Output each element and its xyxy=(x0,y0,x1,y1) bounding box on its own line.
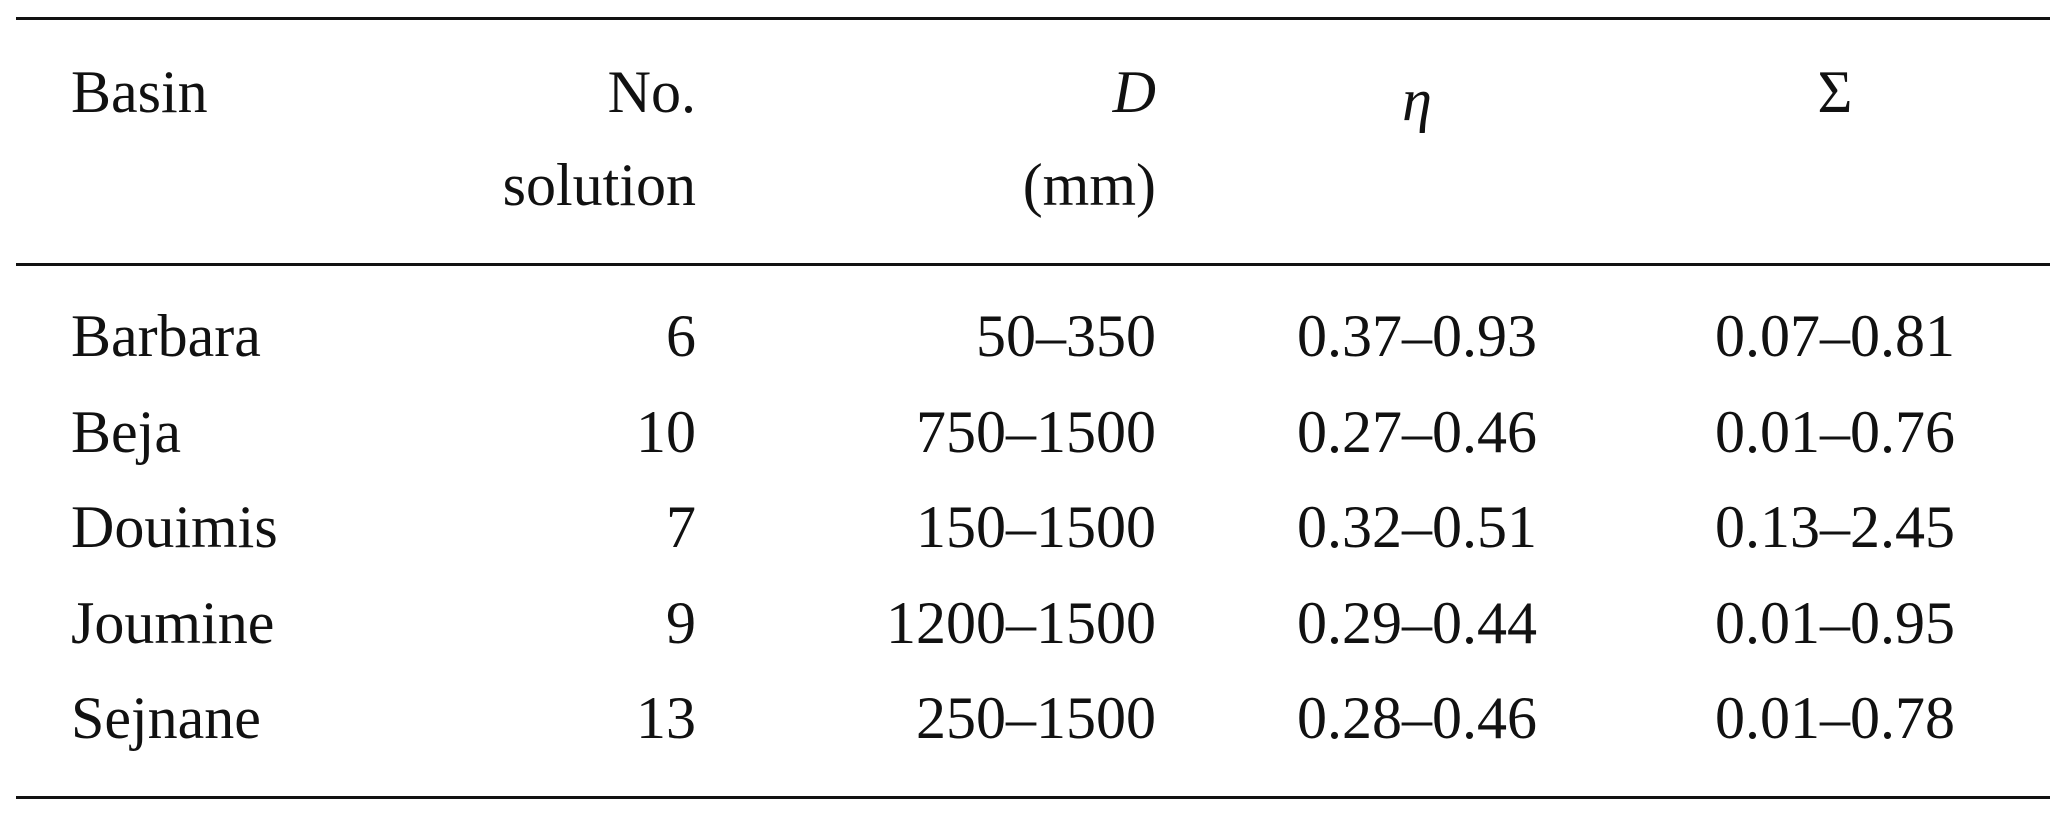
cell-d: 250–1500 xyxy=(916,685,1156,751)
cell-basin: Barbara xyxy=(71,303,261,369)
header-sigma: Σ xyxy=(1817,59,1853,125)
header-basin: Basin xyxy=(71,59,208,125)
cell-sigma: 0.01–0.76 xyxy=(1715,399,1955,465)
cell-d: 750–1500 xyxy=(916,399,1156,465)
header-rule xyxy=(16,263,2050,266)
cell-d: 50–350 xyxy=(976,303,1156,369)
header-no-line2: solution xyxy=(502,152,696,218)
cell-basin: Joumine xyxy=(71,590,275,656)
cell-no: 10 xyxy=(636,399,696,465)
cell-eta: 0.29–0.44 xyxy=(1297,590,1537,656)
cell-sigma: 0.01–0.78 xyxy=(1715,685,1955,751)
cell-no: 7 xyxy=(666,494,696,560)
cell-basin: Sejnane xyxy=(71,685,261,751)
header-eta: η xyxy=(1402,67,1432,133)
cell-sigma: 0.01–0.95 xyxy=(1715,590,1955,656)
cell-no: 6 xyxy=(666,303,696,369)
cell-eta: 0.37–0.93 xyxy=(1297,303,1537,369)
cell-sigma: 0.13–2.45 xyxy=(1715,494,1955,560)
cell-d: 1200–1500 xyxy=(886,590,1156,656)
header-no-line1: No. xyxy=(607,59,696,125)
cell-eta: 0.27–0.46 xyxy=(1297,399,1537,465)
cell-no: 13 xyxy=(636,685,696,751)
top-rule xyxy=(16,17,2050,20)
bottom-rule xyxy=(16,796,2050,799)
cell-no: 9 xyxy=(666,590,696,656)
cell-eta: 0.32–0.51 xyxy=(1297,494,1537,560)
cell-basin: Douimis xyxy=(71,494,278,560)
cell-basin: Beja xyxy=(71,399,181,465)
cell-d: 150–1500 xyxy=(916,494,1156,560)
header-d-line2: (mm) xyxy=(1022,152,1156,218)
cell-eta: 0.28–0.46 xyxy=(1297,685,1537,751)
cell-sigma: 0.07–0.81 xyxy=(1715,303,1955,369)
header-d-line1: D xyxy=(1112,59,1156,125)
